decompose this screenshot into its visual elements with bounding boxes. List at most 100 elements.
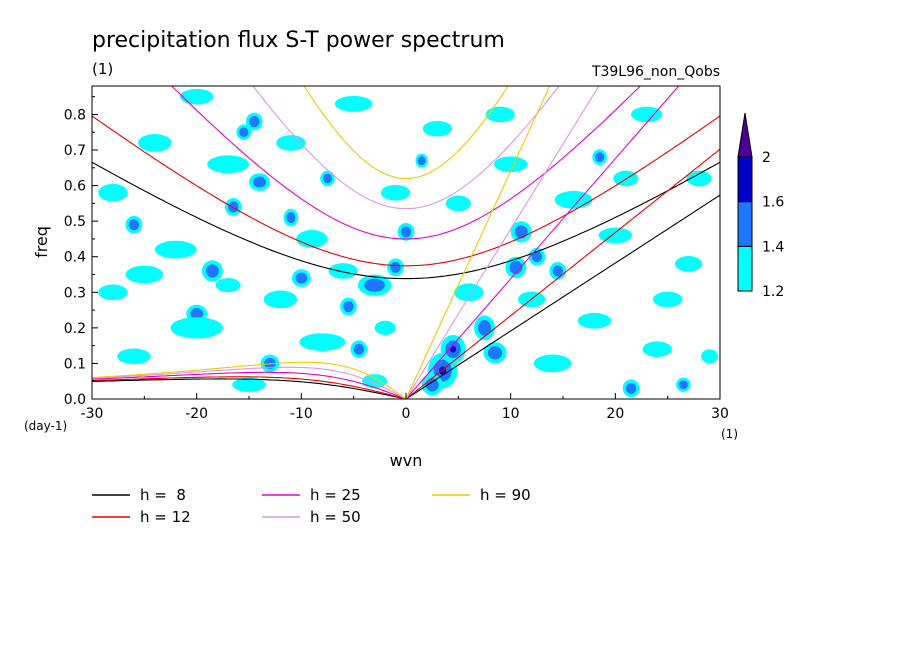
contour-patch [328,263,358,279]
contour-patch [128,219,140,231]
contour-patch [485,106,515,123]
contour-patch [422,120,453,137]
y-tick-label: 0.0 [64,392,86,408]
curve-kel-h50 [405,86,600,399]
contour-patch [276,135,306,151]
contour-patch [353,343,365,355]
y-tick-label: 0.1 [64,356,86,372]
x-tick-label: -20 [185,406,208,422]
contour-patch [653,291,683,308]
curve-rossby-h25 [92,371,407,399]
contour-patch [343,301,354,313]
curve-legend: h = 8 h = 12 h = 25 h = 50 h = 90 [92,486,531,526]
contour-patch [454,283,484,302]
y-tick-label: 0.7 [64,143,86,159]
contour-patch [364,278,385,292]
x-axis: -30 -20 -10 0 10 20 30 [81,393,729,422]
contour-patch [207,155,249,174]
curve-ig-h90 [303,86,509,180]
contour-patch [334,95,373,112]
curve-rossby-h12 [92,376,407,399]
colorbar-extension [737,112,753,158]
contour-patch [380,184,411,201]
contour-patch [577,312,612,329]
legend-label: h = 50 [310,508,361,526]
contour-patch [598,227,633,244]
contour-patch [98,183,128,202]
colorbar-label: 2 [762,150,771,166]
y-tick-label: 0.8 [64,107,86,123]
y-tick-label: 0.6 [64,179,86,195]
contour-patch [625,382,637,394]
curve-ig-h12 [92,115,720,267]
contour-patch [686,170,712,187]
colorbar-label: 1.6 [762,195,784,211]
contour-patch [263,290,298,309]
contour-patch [170,317,223,339]
contour-patch [215,278,241,293]
legend-label: h = 90 [480,486,531,504]
legend-label: h = 25 [310,486,361,504]
contour-patch [678,380,688,390]
contour-patch [450,345,457,353]
y-axis-label: freq [32,226,51,258]
contour-patch [509,260,523,275]
y-tick-label: 0.3 [64,285,86,301]
contour-patch [390,261,401,273]
y-tick-label: 0.4 [64,250,86,266]
contour-patch [322,173,333,184]
curve-kel-h90 [405,86,551,399]
contour-patch [228,201,239,213]
y-tick-label: 0.5 [64,214,86,230]
chart-subtitle-left: (1) [92,60,113,78]
colorbar-label: 1.4 [762,239,784,255]
contour-patch [125,265,164,284]
x-axis-unit: (1) [721,427,738,441]
contour-patch [239,127,249,138]
x-tick-label: 0 [402,406,411,422]
contour-patch [533,354,572,373]
contour-patch [514,225,528,239]
contour-patch [205,264,219,278]
x-tick-label: 30 [711,406,729,422]
contour-patch [362,374,388,389]
contour-fill-layer [98,88,718,398]
legend-label: h = 12 [140,508,191,526]
contour-patch [179,88,214,105]
curve-kel-h12 [405,148,720,399]
curve-rossby-h90 [92,361,407,399]
contour-patch [642,341,672,358]
curve-ig-h50 [252,86,560,210]
curve-ig-h8 [92,161,720,280]
contour-patch [417,156,426,166]
contour-patch [445,195,471,212]
contour-patch [374,320,396,335]
contour-patch [400,226,412,238]
contour-patch [674,256,703,272]
contour-patch [295,272,308,284]
plot-area [92,86,720,399]
chart-subtitle-right: T39L96_non_Qobs [591,64,720,80]
x-tick-label: -30 [81,406,104,422]
curve-kel-h8 [405,194,720,399]
contour-patch [595,152,605,162]
contour-patch [478,320,491,336]
contour-patch [98,284,128,301]
contour-patch [252,176,266,188]
contour-patch [631,106,663,123]
contour-patch [249,116,260,128]
contour-patch [117,348,151,365]
contour-patch [286,212,296,224]
y-axis: 0.0 0.1 0.2 0.3 0.4 0.5 0.6 0.7 0.8 [64,96,98,408]
contour-patch [493,156,528,173]
x-tick-label: 10 [502,406,520,422]
contour-patch [154,240,197,259]
contour-patch [552,265,563,277]
colorbar-swatch [737,156,753,203]
contour-patch [296,230,328,248]
contour-patch [232,377,266,392]
contour-patch [531,251,543,263]
legend-label: h = 8 [140,486,186,504]
curve-ig-h25 [170,86,642,240]
